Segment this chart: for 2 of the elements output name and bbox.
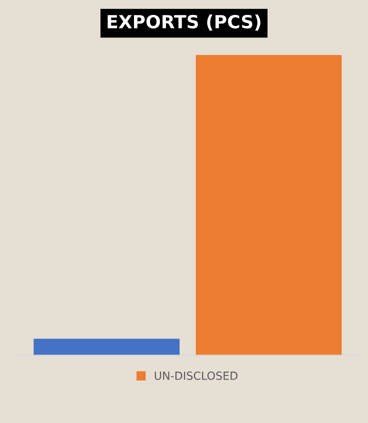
legend-label: UN-DISCLOSED (154, 372, 238, 380)
chart-title: EXPORTS (PCS) (108, 14, 260, 31)
